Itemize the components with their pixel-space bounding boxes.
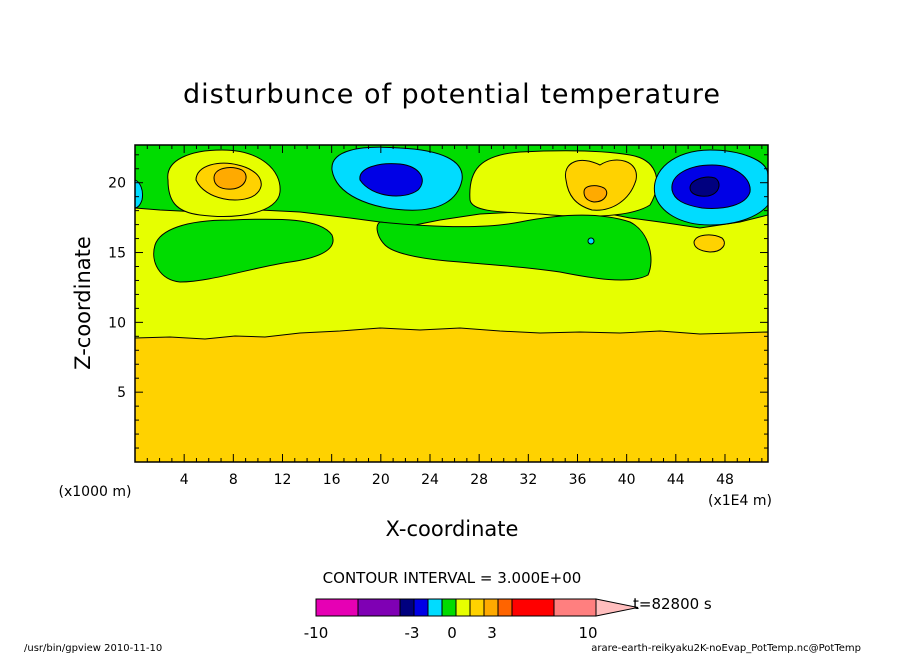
x-tick-label: 40: [618, 472, 636, 488]
y-axis-label: Z-coordinate: [71, 236, 95, 370]
colorbar-swatch: [441, 598, 457, 617]
x-axis-label: X-coordinate: [386, 517, 519, 541]
colorbar-labels: -10 -3 0 3 10: [304, 624, 598, 642]
x-axis-ticks: [146, 145, 763, 462]
x-tick-label: 28: [470, 472, 488, 488]
chart-title: disturbunce of potential temperature: [183, 79, 721, 110]
footer-left: /usr/bin/gpview 2010-11-10: [24, 643, 162, 654]
colorbar-label: -3: [405, 624, 420, 642]
colorbar-swatch: [413, 598, 429, 617]
colorbar-label: 0: [447, 624, 457, 642]
colorbar-label: 10: [578, 624, 597, 642]
colorbar-swatch: [497, 598, 513, 617]
x-tick-label: 36: [569, 472, 587, 488]
colorbar-swatch: [553, 598, 597, 617]
region-blue-cell-1: [359, 163, 423, 197]
contour-fill: [135, 145, 768, 462]
y-tick-labels: 5 10 15 20: [108, 176, 126, 401]
colorbar-swatch: [399, 598, 415, 617]
x-unit-left: (x1000 m): [59, 484, 132, 500]
colorbar-swatch: [511, 598, 555, 617]
region-orange-cell-2: [564, 159, 637, 211]
colorbar-label: 3: [487, 624, 497, 642]
region-navy-cell-2: [689, 176, 720, 197]
colorbar-label: -10: [304, 624, 329, 642]
y-tick-label: 5: [117, 385, 126, 401]
footer-right: arare-earth-reikyaku2K-noEvap_PotTemp.nc…: [591, 643, 861, 654]
contour-interval-label: CONTOUR INTERVAL = 3.000E+00: [323, 569, 582, 587]
colorbar-swatch: [427, 598, 443, 617]
y-tick-label: 10: [108, 315, 126, 331]
x-tick-label: 4: [180, 472, 189, 488]
colorbar-swatch: [469, 598, 485, 617]
x-unit-right: (x1E4 m): [708, 493, 772, 509]
region-orange-spot-2: [583, 185, 608, 203]
region-green-right: [376, 214, 652, 281]
x-tick-labels: 4 8 12 16 20 24 28 32 36 40 44 48: [180, 472, 734, 488]
region-orange-cell-3: [693, 234, 725, 253]
region-orange-base: [135, 327, 768, 462]
x-tick-label: 16: [323, 472, 341, 488]
x-tick-label: 24: [421, 472, 439, 488]
plot-frame: [134, 144, 769, 463]
x-tick-label: 12: [274, 472, 292, 488]
colorbar: [315, 598, 639, 617]
y-axis-ticks: [135, 154, 768, 449]
colorbar-swatch: [455, 598, 471, 617]
x-tick-label: 20: [372, 472, 390, 488]
y-tick-label: 20: [108, 176, 126, 192]
colorbar-swatch: [315, 598, 359, 617]
region-cyan-dot: [587, 237, 595, 245]
y-tick-label: 15: [108, 246, 126, 262]
time-label: t=82800 s: [633, 595, 712, 613]
colorbar-arrow: [595, 598, 639, 617]
region-green-mid: [153, 218, 334, 283]
colorbar-swatch: [357, 598, 401, 617]
x-tick-label: 32: [519, 472, 537, 488]
x-tick-label: 8: [229, 472, 238, 488]
region-cyan-edge: [135, 179, 143, 209]
x-tick-label: 44: [667, 472, 685, 488]
colorbar-swatch: [483, 598, 499, 617]
x-tick-label: 48: [716, 472, 734, 488]
region-orange-spot-1: [213, 167, 247, 190]
